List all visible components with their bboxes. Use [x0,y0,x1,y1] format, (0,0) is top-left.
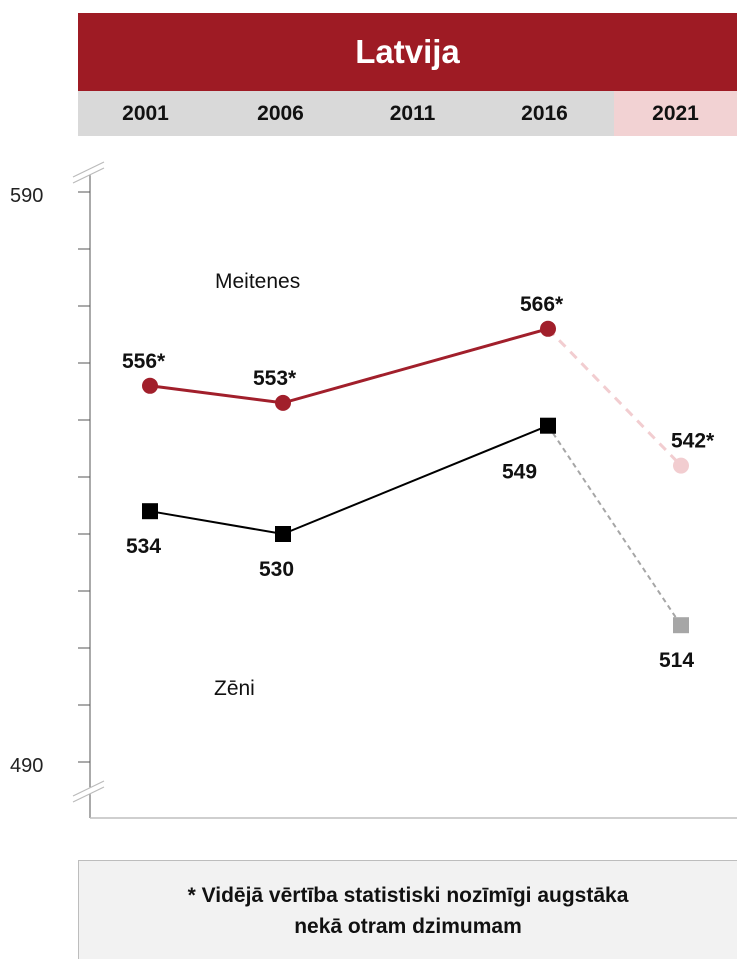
data-label-1-2021: 514 [659,649,694,672]
data-point-0-2001 [142,377,158,394]
year-label-2016: 2016 [521,102,568,125]
series-line-1 [149,424,549,536]
data-point-1-2006 [275,526,291,542]
series-label-boys: Zēni [214,677,255,700]
data-point-1-2016 [540,417,556,434]
data-label-1-2006: 530 [259,558,294,581]
series-dashed-line-1 [547,425,682,626]
data-point-0-2016 [540,320,556,337]
data-label-0-2006: 553* [253,367,297,390]
axis-break-top [71,161,106,184]
year-label-2011: 2011 [389,102,436,125]
y-tick-label-490: 490 [10,755,43,777]
line-chart: 590 490 Meitenes Zēni 556* 553* 566* 542* 53… [10,161,737,819]
data-point-0-2006 [275,394,291,411]
series-dashed-line-0 [546,327,683,467]
year-label-2001: 2001 [122,102,169,125]
axis-break-bottom [71,780,106,803]
y-tick-label-590: 590 [10,185,43,207]
data-point-1-2021 [673,617,689,634]
series-label-girls: Meitenes [215,270,300,293]
data-label-1-2001: 534 [126,535,161,558]
year-label-2006: 2006 [257,102,304,125]
data-label-0-2021: 542* [671,430,715,453]
footnote-line-2: nekā otram dzimumam [294,915,522,938]
data-label-0-2016: 566* [520,293,564,316]
series-line-0 [149,327,549,405]
data-point-0-2021 [673,457,689,474]
footnote-line-1: * Vidējā vērtība statistiski nozīmīgi au… [187,884,629,907]
country-title: Latvija [355,33,460,70]
footnote-box: * Vidējā vērtība statistiski nozīmīgi au… [78,860,737,959]
year-label-2021: 2021 [614,91,737,136]
country-banner: Latvija [78,13,737,91]
year-header-row: 2001 2006 2011 2016 2021 [78,91,737,136]
data-label-1-2016: 549 [502,461,537,484]
data-label-0-2001: 556* [122,350,166,373]
data-point-1-2001 [142,503,158,520]
